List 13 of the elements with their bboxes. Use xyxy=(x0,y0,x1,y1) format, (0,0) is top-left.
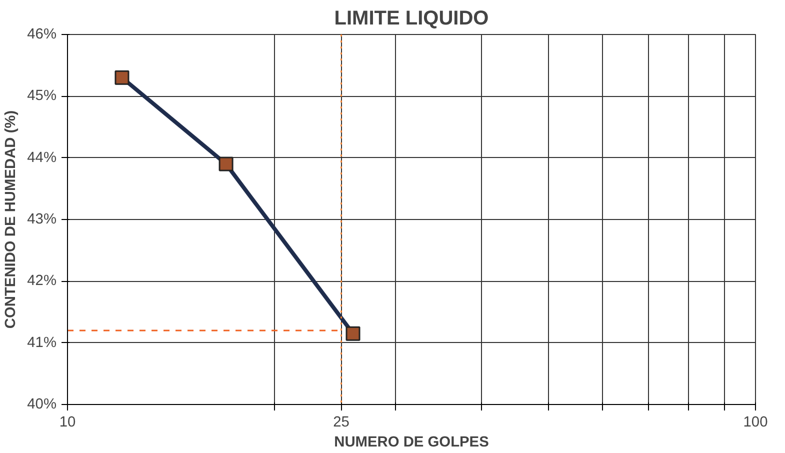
y-tick-label: 42% xyxy=(27,273,57,290)
x-tick-label: 25 xyxy=(333,414,350,430)
y-tick-label: 40% xyxy=(27,396,57,412)
chart-title: LIMITE LIQUIDO xyxy=(334,8,489,30)
y-tick-label: 41% xyxy=(27,334,57,351)
y-tick-label: 44% xyxy=(27,150,57,166)
x-tick-label: 10 xyxy=(59,414,76,430)
x-tick-label: 100 xyxy=(743,414,768,430)
y-tick-label: 45% xyxy=(27,88,57,104)
y-axis-title: CONTENIDO DE HUMEDAD (%) xyxy=(3,110,20,329)
y-tick-label: 46% xyxy=(27,26,57,42)
x-axis-title: NUMERO DE GOLPES xyxy=(334,434,490,450)
y-tick-label: 43% xyxy=(27,212,57,228)
